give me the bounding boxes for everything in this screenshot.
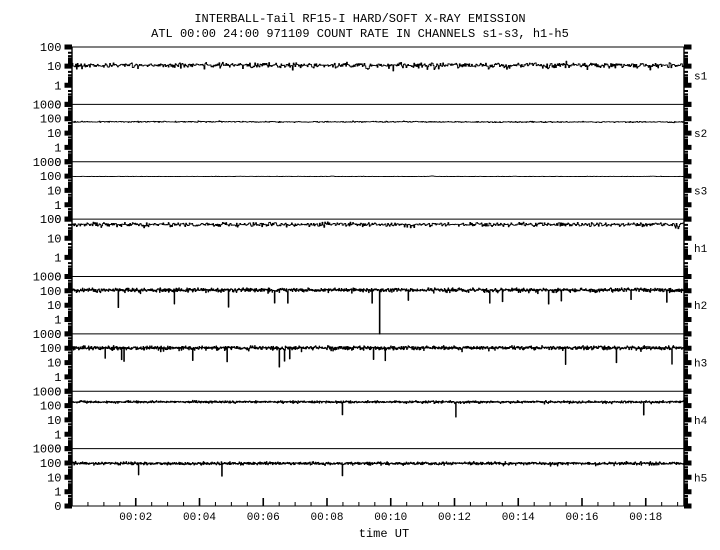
svg-text:100: 100	[40, 457, 62, 471]
svg-text:1: 1	[54, 79, 61, 93]
svg-text:1: 1	[54, 141, 61, 155]
svg-text:s1: s1	[694, 72, 708, 84]
svg-text:h2: h2	[694, 301, 707, 313]
svg-text:00:16: 00:16	[565, 512, 598, 524]
svg-text:10: 10	[47, 60, 61, 74]
svg-text:00:04: 00:04	[183, 512, 216, 524]
svg-text:100: 100	[40, 113, 62, 127]
svg-text:1000: 1000	[33, 271, 62, 285]
svg-text:00:10: 00:10	[374, 512, 407, 524]
svg-text:100: 100	[40, 285, 62, 299]
svg-text:1: 1	[54, 486, 61, 500]
svg-text:10: 10	[47, 184, 61, 198]
svg-text:10: 10	[47, 471, 61, 485]
svg-text:00:18: 00:18	[629, 512, 662, 524]
svg-text:s3: s3	[694, 186, 707, 198]
svg-text:1: 1	[54, 314, 61, 328]
svg-text:1000: 1000	[33, 156, 62, 170]
svg-text:10: 10	[47, 299, 61, 313]
svg-text:ATL 00:00 24:00 971109 COUNT: ATL 00:00 24:00 971109 COUNT RATE IN CHA…	[151, 27, 569, 41]
svg-text:h4: h4	[694, 416, 708, 428]
svg-text:10: 10	[47, 127, 61, 141]
svg-text:00:14: 00:14	[502, 512, 535, 524]
svg-text:0: 0	[54, 500, 61, 514]
svg-text:10: 10	[47, 414, 61, 428]
svg-text:1000: 1000	[33, 443, 62, 457]
svg-text:h1: h1	[694, 244, 708, 256]
svg-text:00:08: 00:08	[310, 512, 343, 524]
svg-text:s2: s2	[694, 129, 707, 141]
svg-text:00:12: 00:12	[438, 512, 471, 524]
svg-text:1000: 1000	[33, 385, 62, 399]
svg-text:1000: 1000	[33, 98, 62, 112]
svg-text:10: 10	[47, 357, 61, 371]
svg-text:h3: h3	[694, 359, 707, 371]
svg-text:00:02: 00:02	[119, 512, 152, 524]
svg-text:100: 100	[40, 342, 62, 356]
svg-text:100: 100	[40, 213, 62, 227]
svg-text:1: 1	[54, 371, 61, 385]
svg-text:time UT: time UT	[359, 527, 409, 541]
svg-text:00:06: 00:06	[247, 512, 280, 524]
svg-text:INTERBALL-Tail RF15-I HARD/SOF: INTERBALL-Tail RF15-I HARD/SOFT X-RAY EM…	[194, 12, 525, 26]
svg-text:100: 100	[40, 400, 62, 414]
svg-text:1000: 1000	[33, 328, 62, 342]
svg-text:10: 10	[47, 232, 61, 246]
svg-text:h5: h5	[694, 473, 707, 485]
svg-text:1: 1	[54, 251, 61, 265]
svg-text:100: 100	[40, 41, 62, 55]
svg-text:100: 100	[40, 170, 62, 184]
svg-text:1: 1	[54, 428, 61, 442]
svg-text:1: 1	[54, 199, 61, 213]
